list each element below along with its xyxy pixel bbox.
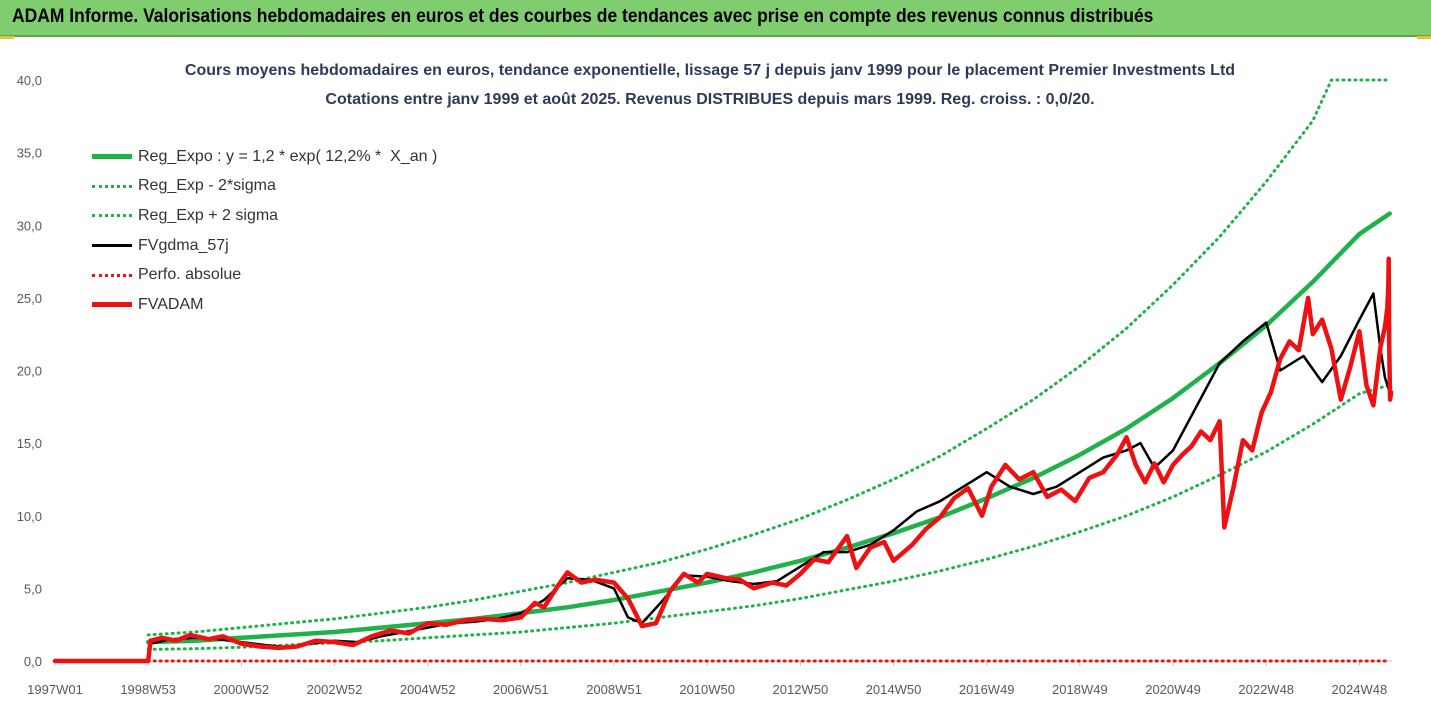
legend-swatch [92, 302, 132, 308]
legend-swatch [92, 214, 132, 218]
x-tick-label: 1998W53 [120, 682, 176, 697]
y-tick-label: 35,0 [17, 146, 42, 161]
x-tick-label: 2014W50 [866, 682, 922, 697]
legend-item: Perfo. absolue [92, 260, 437, 290]
x-tick-label: 2020W49 [1145, 682, 1201, 697]
banner-title: ADAM Informe. Valorisations hebdomadaire… [12, 6, 1154, 27]
x-tick-label: 2024W48 [1332, 682, 1388, 697]
legend-item: Reg_Exp + 2 sigma [92, 201, 437, 231]
x-tick-label: 2016W49 [959, 682, 1015, 697]
y-tick-label: 5,0 [24, 581, 42, 596]
series-fvadam [52, 256, 1394, 664]
legend-item: Reg_Exp - 2*sigma [92, 172, 437, 202]
series-fvgdma-57j [53, 292, 1391, 663]
x-tick-label: 2004W52 [400, 682, 456, 697]
legend-label: Reg_Exp - 2*sigma [138, 177, 276, 195]
corner-marker-left [0, 36, 14, 39]
x-tick-label: 2012W50 [773, 682, 829, 697]
y-tick-label: 15,0 [17, 436, 42, 451]
legend-item: FVgdma_57j [92, 231, 437, 261]
legend-swatch [92, 184, 132, 188]
y-tick-label: 30,0 [17, 218, 42, 233]
legend-label: FVgdma_57j [138, 236, 229, 254]
legend-swatch [92, 273, 132, 277]
chart-title: Cours moyens hebdomadaires en euros, ten… [184, 62, 1236, 79]
legend-item: Reg_Expo : y = 1,2 * exp( 12,2% * X_an ) [92, 142, 437, 172]
x-tick-label: 2018W49 [1052, 682, 1108, 697]
y-tick-label: 25,0 [17, 291, 42, 306]
x-tick-label: 2008W51 [586, 682, 642, 697]
x-tick-label: 2006W51 [493, 682, 549, 697]
legend-swatch [92, 154, 132, 160]
legend-swatch [92, 244, 132, 248]
legend-label: Reg_Expo : y = 1,2 * exp( 12,2% * X_an ) [138, 147, 438, 165]
banner: ADAM Informe. Valorisations hebdomadaire… [0, 0, 1431, 37]
chart-legend: Reg_Expo : y = 1,2 * exp( 12,2% * X_an )… [92, 142, 437, 320]
x-tick-label: 1997W01 [27, 682, 83, 697]
legend-label: Perfo. absolue [138, 266, 242, 284]
legend-item: FVADAM [92, 290, 437, 320]
x-tick-label: 2002W52 [307, 682, 363, 697]
series-reg-expo [145, 211, 1392, 645]
series-reg-exp-minus-2sigma [146, 383, 1392, 651]
y-tick-label: 0,0 [24, 654, 42, 669]
x-tick-label: 2000W52 [214, 682, 270, 697]
y-tick-label: 40,0 [17, 73, 42, 88]
y-tick-label: 20,0 [17, 364, 42, 379]
x-tick-label: 2022W48 [1238, 682, 1294, 697]
y-tick-label: 10,0 [17, 509, 42, 524]
series-reg-exp-plus-2sigma [146, 78, 1392, 637]
chart-subtitle: Cotations entre janv 1999 et août 2025. … [325, 91, 1095, 108]
legend-label: Reg_Exp + 2 sigma [138, 206, 279, 224]
corner-marker-right [1417, 36, 1431, 39]
x-tick-label: 2010W50 [679, 682, 735, 697]
legend-label: FVADAM [138, 295, 204, 313]
